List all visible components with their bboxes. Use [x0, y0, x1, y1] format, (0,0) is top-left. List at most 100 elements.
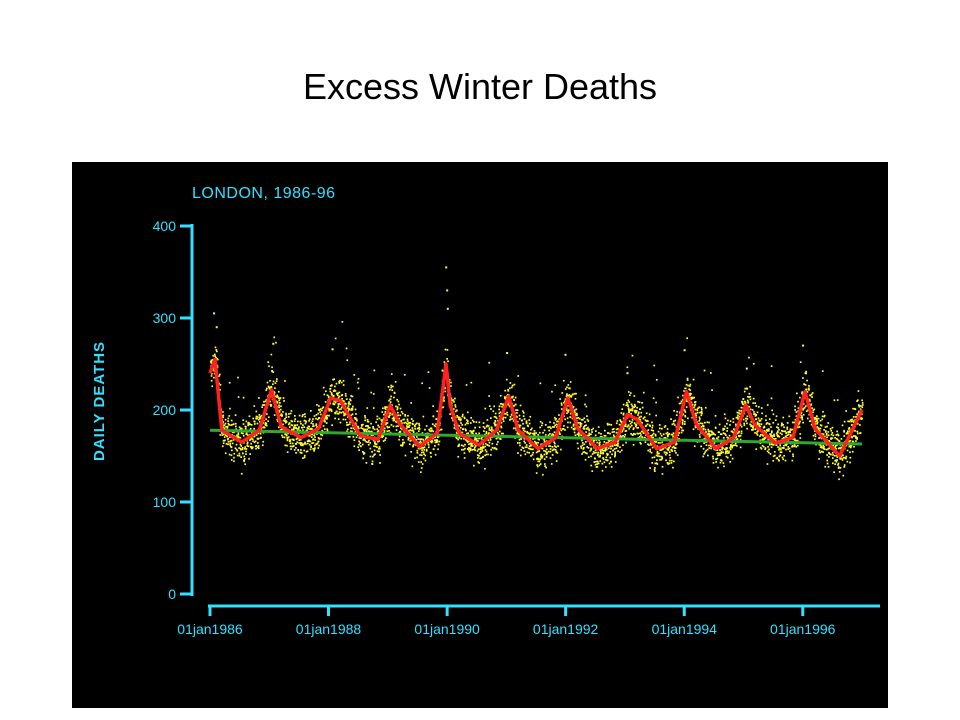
data-point [493, 422, 496, 424]
data-point [348, 401, 350, 403]
data-point [535, 442, 538, 444]
data-point [843, 435, 846, 437]
data-point [656, 463, 659, 465]
data-point [510, 414, 513, 416]
data-point [828, 456, 830, 458]
data-point [679, 426, 682, 428]
data-point [792, 455, 794, 458]
data-point [671, 423, 674, 426]
data-point [566, 393, 568, 395]
data-point [696, 411, 699, 414]
data-point [315, 424, 317, 427]
data-point [819, 446, 822, 449]
data-point [703, 442, 705, 444]
data-point [703, 369, 706, 372]
data-point [511, 418, 514, 420]
data-point [591, 470, 594, 472]
data-point [484, 467, 486, 470]
data-point [688, 392, 691, 395]
data-point [434, 453, 437, 456]
data-point [470, 430, 473, 433]
data-point [210, 375, 213, 377]
data-point [617, 440, 619, 443]
data-point [772, 421, 775, 424]
data-point [737, 431, 740, 434]
data-point [794, 405, 796, 408]
data-point [421, 382, 423, 385]
data-point [305, 450, 308, 453]
data-point [287, 416, 290, 418]
data-point [482, 443, 485, 445]
data-point [481, 446, 484, 449]
data-point [478, 426, 481, 429]
data-point [726, 422, 728, 425]
data-point [640, 443, 642, 445]
data-point [825, 430, 827, 432]
data-point [418, 428, 421, 430]
data-point [606, 452, 608, 455]
data-point [595, 460, 597, 463]
data-point [226, 438, 229, 441]
data-point [600, 433, 602, 435]
data-point [290, 410, 293, 412]
data-point [378, 426, 381, 428]
data-point [754, 402, 756, 404]
data-point [797, 426, 799, 429]
data-point [564, 353, 567, 356]
data-point [516, 412, 518, 414]
data-point [802, 421, 804, 424]
data-point [324, 401, 327, 403]
data-point [463, 452, 466, 454]
data-point [605, 442, 608, 444]
data-point [420, 461, 422, 463]
data-point [545, 453, 548, 455]
data-point [460, 422, 462, 424]
data-point [358, 427, 360, 430]
data-point [408, 437, 410, 440]
data-point [756, 432, 758, 435]
data-point [469, 449, 472, 452]
data-point [594, 457, 596, 460]
data-point [564, 398, 567, 400]
data-point [840, 438, 843, 440]
data-point [838, 447, 841, 449]
data-point [336, 406, 339, 409]
data-point [219, 434, 222, 436]
data-point [266, 381, 269, 384]
data-point [484, 449, 487, 451]
data-point [585, 441, 587, 443]
data-point [634, 409, 636, 412]
data-point [419, 438, 421, 441]
data-point [470, 381, 473, 384]
data-point [232, 439, 235, 441]
data-point [670, 459, 673, 462]
data-point [389, 412, 391, 414]
data-point [270, 386, 273, 389]
data-point [755, 448, 758, 450]
data-point [237, 432, 240, 435]
data-point [329, 388, 332, 390]
data-point [667, 449, 670, 452]
data-point [269, 400, 271, 403]
data-point [348, 407, 350, 410]
data-point [397, 411, 399, 414]
data-point [470, 445, 472, 447]
data-point [494, 420, 497, 422]
data-point [711, 389, 713, 391]
data-point [465, 422, 468, 424]
data-point [506, 414, 509, 416]
data-point [404, 413, 406, 416]
data-point [384, 410, 387, 413]
data-point [776, 457, 778, 459]
data-point [230, 446, 233, 449]
data-point [820, 424, 823, 427]
data-point [544, 450, 547, 453]
data-point [575, 392, 577, 395]
data-point [407, 423, 409, 425]
data-point [669, 457, 672, 459]
data-point [321, 407, 324, 409]
data-point [654, 462, 657, 465]
data-point [250, 446, 253, 448]
data-point [420, 438, 423, 440]
data-point [554, 424, 556, 427]
